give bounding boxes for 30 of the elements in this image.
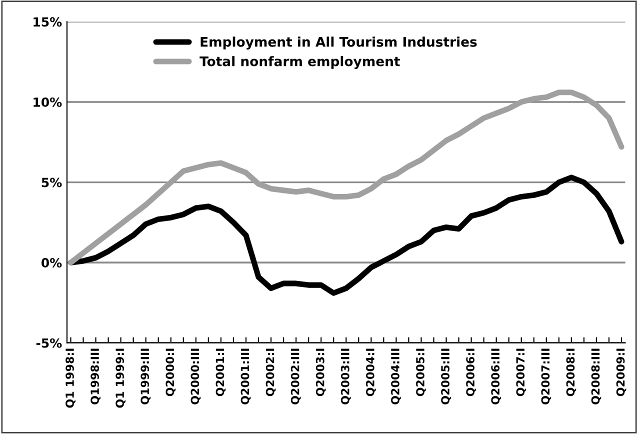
x-tick-label: Q1998:III <box>90 348 100 404</box>
x-tick-label: Q2003:I <box>316 348 326 396</box>
x-tick-label: Q1 1998:I <box>66 348 76 408</box>
x-tick-label: Q2005:III <box>441 348 451 404</box>
x-tick-label: Q2006:III <box>491 348 502 404</box>
x-tick-label: Q2002:III <box>290 348 301 404</box>
x-tick-label: Q2007:I <box>516 348 526 396</box>
x-tick-label: Q2006:I <box>466 348 476 396</box>
y-tick-label: 5% <box>42 178 62 188</box>
x-tick-label: Q2000:III <box>190 348 201 404</box>
x-tick-label: Q1 1999:I <box>116 348 126 408</box>
x-tick-label: Q2000:I <box>166 348 176 396</box>
x-tick-label: Q2008:I <box>566 348 576 396</box>
x-tick-label: Q2001:I <box>216 348 226 396</box>
x-tick-label: Q2002:I <box>266 348 276 396</box>
legend-label: Total nonfarm employment <box>200 56 400 69</box>
y-tick-label: -5% <box>36 338 62 348</box>
x-tick-label: Q2005:I <box>416 348 426 396</box>
y-tick-label: 10% <box>34 97 62 107</box>
x-tick-label: Q1999:III <box>140 348 151 404</box>
legend-label: Employment in All Tourism Industries <box>200 36 477 50</box>
x-tick-label: Q2001:III <box>240 348 251 404</box>
y-tick-label: 15% <box>34 17 62 27</box>
x-tick-label: Q2009:I <box>616 348 626 396</box>
x-tick-label: Q2004:I <box>366 348 376 396</box>
y-tick-label: 0% <box>42 258 62 268</box>
x-tick-label: Q2003:III <box>340 348 351 404</box>
x-tick-label: Q2008:III <box>591 348 602 404</box>
x-tick-label: Q2004:III <box>391 348 401 404</box>
x-tick-label: Q2007:III <box>541 348 552 404</box>
